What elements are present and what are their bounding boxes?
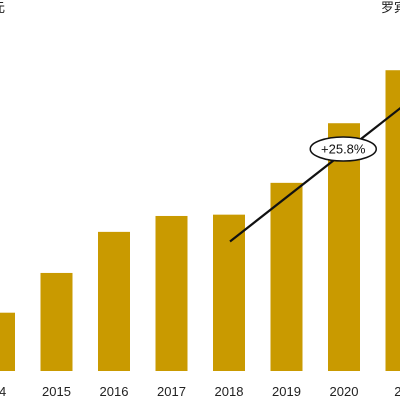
bar-2016	[98, 231, 130, 371]
bar-2015	[40, 272, 73, 371]
corner-label-left: 元	[0, 0, 5, 16]
corner-label-right: 罗宾	[381, 0, 400, 15]
bar-2014	[0, 312, 15, 371]
x-tick-2021: 20	[394, 384, 400, 399]
bar-2019	[270, 182, 303, 371]
x-axis-ticks: 1420152016201720182019202020	[0, 384, 400, 399]
bar-2017	[155, 215, 188, 371]
growth-callout: +25.8%	[309, 136, 377, 162]
bar-2020	[328, 123, 360, 371]
callout-label: +25.8%	[321, 142, 366, 157]
x-tick-2015: 2015	[42, 384, 71, 399]
x-tick-2017: 2017	[157, 384, 186, 399]
callout-ellipse	[309, 136, 377, 162]
x-tick-2016: 2016	[100, 384, 129, 399]
trend-line	[229, 107, 400, 243]
x-tick-2014: 14	[0, 384, 6, 399]
x-tick-2018: 2018	[215, 384, 244, 399]
bar-group	[0, 70, 400, 371]
bar-2018	[213, 214, 245, 371]
x-tick-2020: 2020	[330, 384, 359, 399]
x-tick-2019: 2019	[272, 384, 301, 399]
bar-2021	[385, 70, 400, 371]
